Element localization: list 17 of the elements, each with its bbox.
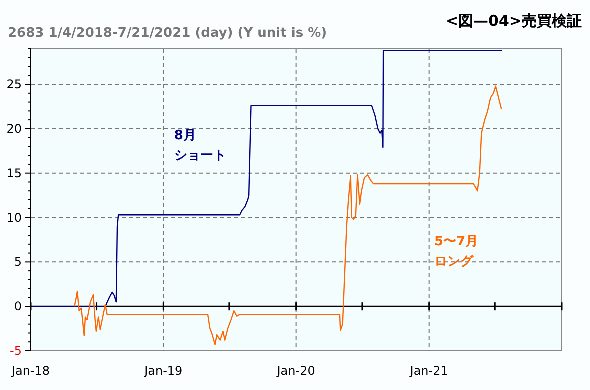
y-tick-label: 25 [6,78,22,92]
y-tick-label: 5 [14,255,22,270]
text: 5〜7月ロング [434,234,479,270]
x-tick-label: Jan-21 [409,364,448,378]
y-tick-label: 20 [6,122,22,136]
series-label: 8月ショート [174,128,226,164]
y-tick-label: -5 [10,344,22,358]
y-tick-label: 15 [6,166,22,180]
y-tick-label: 10 [6,210,22,225]
chart-subtitle: 2683 1/4/2018-7/21/2021 (day) (Y unit is %) [8,26,328,41]
x-tick-label: Jan-18 [10,364,50,378]
line-series [74,86,502,346]
x-tick-label: Jan-20 [276,364,316,378]
line-series [31,50,503,308]
x-tick-label: Jan-19 [144,364,183,378]
chart-title: <図—04>売買検証 [446,12,582,30]
y-tick-label: 0 [14,300,22,314]
